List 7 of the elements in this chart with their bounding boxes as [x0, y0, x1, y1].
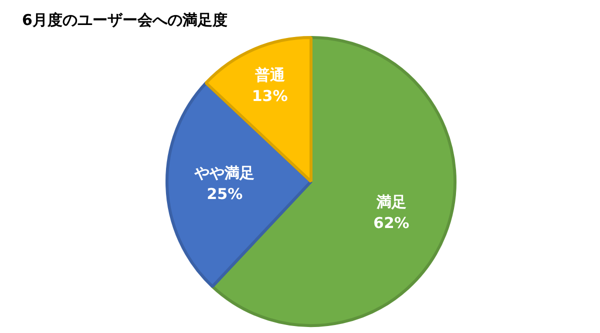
slice-label: やや満足	[194, 164, 255, 182]
data-label: 62%	[373, 214, 410, 232]
data-label: 13%	[252, 87, 288, 106]
data-label: 25%	[206, 185, 243, 204]
slice-label: 満足	[375, 193, 406, 212]
slice-label: 普通	[254, 66, 286, 84]
chart-title: 6月度のユーザー会への満足度	[22, 10, 228, 29]
